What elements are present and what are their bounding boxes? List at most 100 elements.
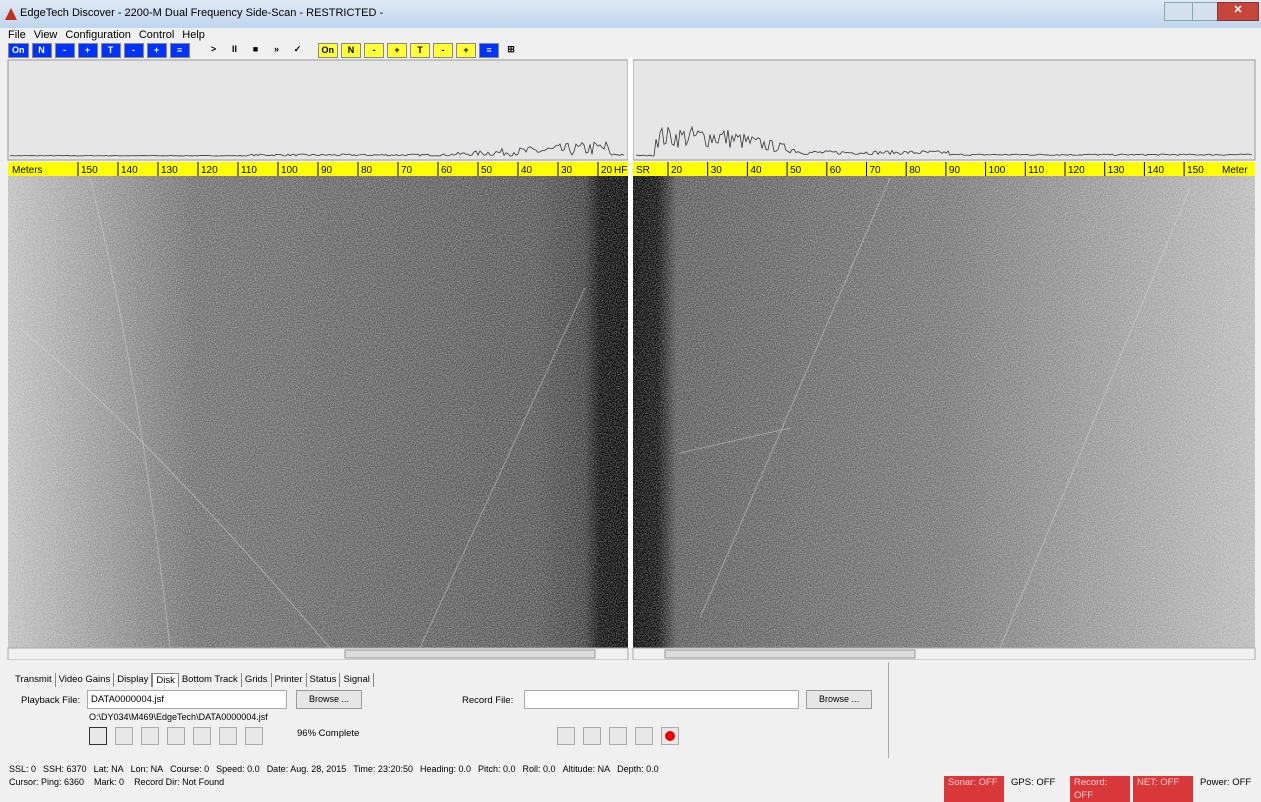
stop-button[interactable]	[141, 727, 159, 745]
status-field: Mark: 0	[94, 777, 124, 787]
scale-label: 110	[1028, 165, 1044, 176]
toolbar-button[interactable]: On	[8, 43, 29, 58]
scale-label: 60	[441, 165, 453, 176]
rewind-button[interactable]	[193, 727, 211, 745]
scale-label: 120	[201, 165, 218, 176]
progress-text: 96% Complete	[297, 728, 359, 739]
tab[interactable]: Grids	[242, 673, 272, 687]
status-field: Record Dir: Not Found	[134, 777, 224, 787]
toolbar-button[interactable]: ✓	[289, 43, 307, 56]
toolbar-button[interactable]: +	[387, 43, 407, 58]
scale-label: 40	[521, 165, 533, 176]
status-field: Cursor: Ping: 6360	[9, 777, 84, 787]
menu-item[interactable]: View	[34, 28, 58, 42]
status-indicator: NET: OFF	[1133, 776, 1193, 802]
scale-unit: Meters	[12, 165, 43, 176]
status-field: Lat: NA	[94, 764, 124, 774]
scale-label: 30	[711, 165, 723, 176]
tab[interactable]: Disk	[152, 673, 178, 687]
record-first-button[interactable]	[609, 727, 627, 745]
tab[interactable]: Transmit	[12, 673, 56, 687]
menu-item[interactable]: File	[8, 28, 26, 42]
menu-item[interactable]: Configuration	[65, 28, 130, 42]
record-label: Record File:	[462, 695, 513, 706]
tab[interactable]: Status	[307, 673, 341, 687]
close-button[interactable]: ✕	[1217, 2, 1259, 21]
scale-label: 130	[1108, 165, 1125, 176]
scale-label: 120	[1068, 165, 1085, 176]
tab[interactable]: Printer	[272, 673, 307, 687]
first-button[interactable]	[167, 727, 185, 745]
scale-label: 100	[989, 165, 1006, 176]
last-button[interactable]	[245, 727, 263, 745]
maximize-button[interactable]	[1192, 2, 1218, 21]
status-field: Speed: 0.0	[216, 764, 260, 774]
scroll-thumb-left[interactable]	[345, 650, 595, 658]
record-file-field[interactable]	[524, 690, 799, 709]
playback-label: Playback File:	[21, 695, 80, 706]
status-field: Time: 23:20:50	[353, 764, 413, 774]
status-field: Course: 0	[170, 764, 209, 774]
toolbar-button[interactable]: N	[341, 43, 361, 58]
scale-label: 60	[830, 165, 842, 176]
status-indicator: Power: OFF	[1196, 776, 1256, 802]
record-pause-button[interactable]	[557, 727, 575, 745]
pause-button[interactable]	[115, 727, 133, 745]
scale-label: 90	[321, 165, 333, 176]
status-field: SSL: 0	[9, 764, 36, 774]
status-field: Roll: 0.0	[523, 764, 556, 774]
toolbar-button[interactable]: T	[101, 43, 121, 58]
scale-label: 80	[909, 165, 921, 176]
toolbar-button[interactable]: »	[268, 43, 286, 56]
app-icon	[4, 7, 18, 21]
scale-label: 150	[81, 165, 98, 176]
toolbar-button[interactable]: >	[205, 43, 223, 56]
browse-button[interactable]: Browse ...	[296, 690, 362, 709]
toolbar-button[interactable]: II	[226, 43, 244, 56]
toolbar-button[interactable]: ⊞	[502, 43, 520, 56]
tab[interactable]: Signal	[340, 673, 373, 687]
status-field: SSH: 6370	[43, 764, 87, 774]
tab[interactable]: Video Gains	[56, 673, 115, 687]
toolbar-button[interactable]: N	[32, 43, 52, 58]
record-browse-button[interactable]: Browse ...	[806, 690, 872, 709]
scroll-thumb-right[interactable]	[665, 650, 915, 658]
playback-file-field[interactable]: DATA0000004.jsf	[87, 690, 287, 709]
toolbar-button[interactable]: ≡	[479, 43, 499, 58]
forward-button[interactable]	[219, 727, 237, 745]
toolbar-button[interactable]: +	[456, 43, 476, 58]
toolbar-button[interactable]: -	[433, 43, 453, 58]
scale-label: 80	[361, 165, 373, 176]
scale-label: 70	[401, 165, 413, 176]
toolbar-button[interactable]: +	[147, 43, 167, 58]
toolbar-button[interactable]: On	[318, 43, 339, 58]
tab[interactable]: Bottom Track	[179, 673, 242, 687]
scale-label: 20	[671, 165, 683, 176]
status-field: Date: Aug. 28, 2015	[267, 764, 347, 774]
menu-item[interactable]: Help	[182, 28, 205, 42]
toolbar-button[interactable]: T	[410, 43, 430, 58]
status-field: Heading: 0.0	[420, 764, 471, 774]
tab[interactable]: Display	[114, 673, 152, 687]
status-indicator: Record: OFF	[1070, 776, 1130, 802]
record-last-button[interactable]	[635, 727, 653, 745]
scale-label: 50	[481, 165, 493, 176]
status-field: Altitude: NA	[563, 764, 611, 774]
menu-bar: File View Configuration Control Help	[0, 28, 1261, 42]
menu-item[interactable]: Control	[139, 28, 174, 42]
minimize-button[interactable]	[1164, 2, 1193, 21]
toolbar-button[interactable]: +	[78, 43, 98, 58]
toolbar-button[interactable]: -	[364, 43, 384, 58]
toolbar-button[interactable]: ≡	[170, 43, 190, 58]
toolbar-button[interactable]: -	[124, 43, 144, 58]
playback-controls	[89, 727, 263, 745]
status-field: Pitch: 0.0	[478, 764, 516, 774]
toolbar-button[interactable]: ■	[247, 43, 265, 56]
record-button[interactable]	[661, 727, 679, 745]
record-stop-button[interactable]	[583, 727, 601, 745]
page: EdgeTech Discover - 2200-M Dual Frequenc…	[0, 0, 1261, 787]
toolbar-button[interactable]: -	[55, 43, 75, 58]
play-button[interactable]	[89, 727, 107, 745]
